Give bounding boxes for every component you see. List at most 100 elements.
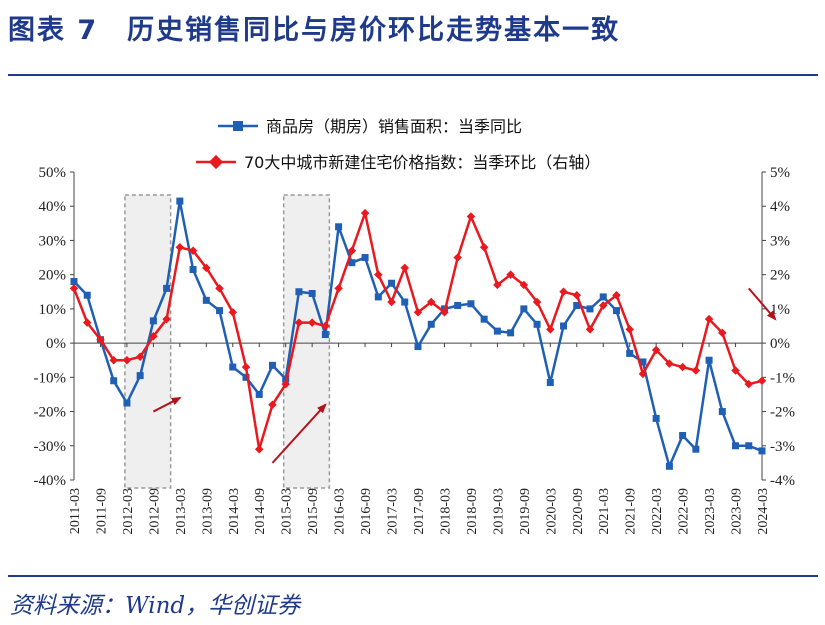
price-point: [519, 280, 529, 290]
left-tick-label: 40%: [39, 199, 67, 215]
x-tick-label: 2015-09: [306, 488, 321, 535]
x-tick-label: 2016-03: [333, 488, 348, 535]
sales-point: [679, 432, 687, 440]
price-point: [598, 301, 608, 310]
price-point: [188, 246, 198, 255]
sales-point: [176, 197, 184, 205]
sales-point: [361, 254, 369, 262]
x-tick-label: 2014-03: [227, 488, 242, 535]
sales-point: [705, 356, 713, 364]
sales-point: [480, 315, 488, 323]
sales-point: [401, 298, 409, 306]
x-tick-label: 2018-03: [438, 488, 453, 535]
x-tick-label: 2016-09: [359, 488, 374, 535]
left-tick-label: -10%: [34, 370, 67, 386]
trend-arrow-2: [271, 403, 327, 464]
x-tick-label: 2020-09: [571, 488, 586, 535]
x-tick-label: 2011-03: [68, 488, 83, 534]
trend-arrow-1: [152, 396, 182, 413]
right-tick-label: 2%: [770, 268, 790, 284]
price-point: [135, 352, 145, 362]
top-rule: [8, 74, 818, 76]
x-tick-label: 2019-09: [518, 488, 533, 535]
price-point: [175, 243, 185, 252]
price-point: [215, 284, 224, 293]
left-tick-label: 10%: [39, 302, 67, 318]
left-tick-label: 20%: [39, 268, 67, 284]
price-point: [254, 444, 264, 454]
sales-point: [189, 266, 197, 274]
sales-point: [229, 363, 237, 371]
annotation-layer: [152, 287, 777, 464]
price-point: [241, 362, 251, 372]
price-point: [109, 355, 118, 365]
x-tick-label: 2022-09: [677, 488, 692, 535]
sales-point: [652, 414, 660, 422]
x-tick-label: 2018-09: [465, 488, 480, 535]
sales-point: [110, 377, 118, 385]
sales-point: [745, 442, 753, 450]
price-point: [321, 321, 330, 331]
price-point: [572, 290, 582, 300]
sales-point: [163, 284, 171, 292]
chart: -40% -4%-30% -3%-20% -2%-10% -1%0% 0%10% 1%20%…: [34, 117, 796, 535]
sales-point: [268, 361, 276, 369]
price-point: [731, 366, 740, 375]
x-tick-label: 2021-03: [597, 488, 612, 535]
trend-arrow-3: [748, 287, 777, 321]
legend-marker-price: [208, 154, 224, 170]
sales-point: [374, 293, 382, 301]
sales-point: [295, 288, 303, 296]
x-tick-label: 2013-03: [174, 488, 189, 535]
left-tick-label: 30%: [39, 233, 67, 249]
price-point: [506, 270, 515, 279]
sales-point: [388, 279, 396, 287]
price-point: [69, 284, 79, 293]
price-point: [757, 376, 767, 385]
price-point: [678, 362, 687, 372]
sales-point: [507, 329, 515, 337]
sales-point: [454, 301, 462, 309]
sales-point: [136, 372, 144, 380]
x-tick-label: 2012-03: [121, 488, 136, 535]
x-tick-label: 2022-03: [650, 488, 665, 535]
figure-title: 图表 7 历史销售同比与房价环比走势基本一致: [8, 15, 621, 46]
price-point: [440, 308, 449, 317]
price-point: [546, 325, 555, 334]
sales-point: [255, 390, 263, 398]
left-tick-label: -20%: [34, 405, 67, 421]
sales-point: [467, 300, 475, 308]
sales-point: [83, 291, 91, 299]
price-point: [651, 345, 661, 355]
price-point: [532, 297, 542, 307]
left-tick-label: -40%: [34, 473, 67, 489]
right-tick-label: -4%: [770, 473, 795, 489]
x-tick-label: 2023-09: [730, 488, 745, 535]
sales-point: [348, 259, 356, 267]
sales-point: [560, 322, 568, 330]
sales-point: [335, 223, 343, 231]
sales-point: [546, 378, 554, 386]
x-tick-label: 2019-03: [491, 488, 506, 535]
sales-point: [427, 320, 435, 328]
x-tick-label: 2021-09: [624, 488, 639, 535]
sales-point: [665, 462, 673, 470]
price-point: [493, 280, 502, 290]
price-point: [718, 328, 727, 338]
right-tick-label: 5%: [770, 165, 790, 181]
price-point: [149, 332, 158, 341]
bottom-rule: [8, 575, 818, 577]
right-tick-label: 3%: [770, 233, 790, 249]
price-point: [162, 314, 171, 324]
series-layer: [69, 197, 767, 470]
legend-label-price: 70大中城市新建住宅价格指数：当季环比（右轴）: [244, 153, 600, 172]
price-point: [334, 284, 343, 293]
price-point: [122, 355, 132, 365]
x-tick-label: 2023-03: [703, 488, 718, 535]
x-tick-label: 2024-03: [756, 488, 771, 535]
x-tick-label: 2013-09: [200, 488, 215, 535]
price-point: [400, 263, 410, 273]
price-point: [612, 290, 621, 300]
price-point: [704, 314, 714, 324]
price-point: [294, 318, 304, 327]
